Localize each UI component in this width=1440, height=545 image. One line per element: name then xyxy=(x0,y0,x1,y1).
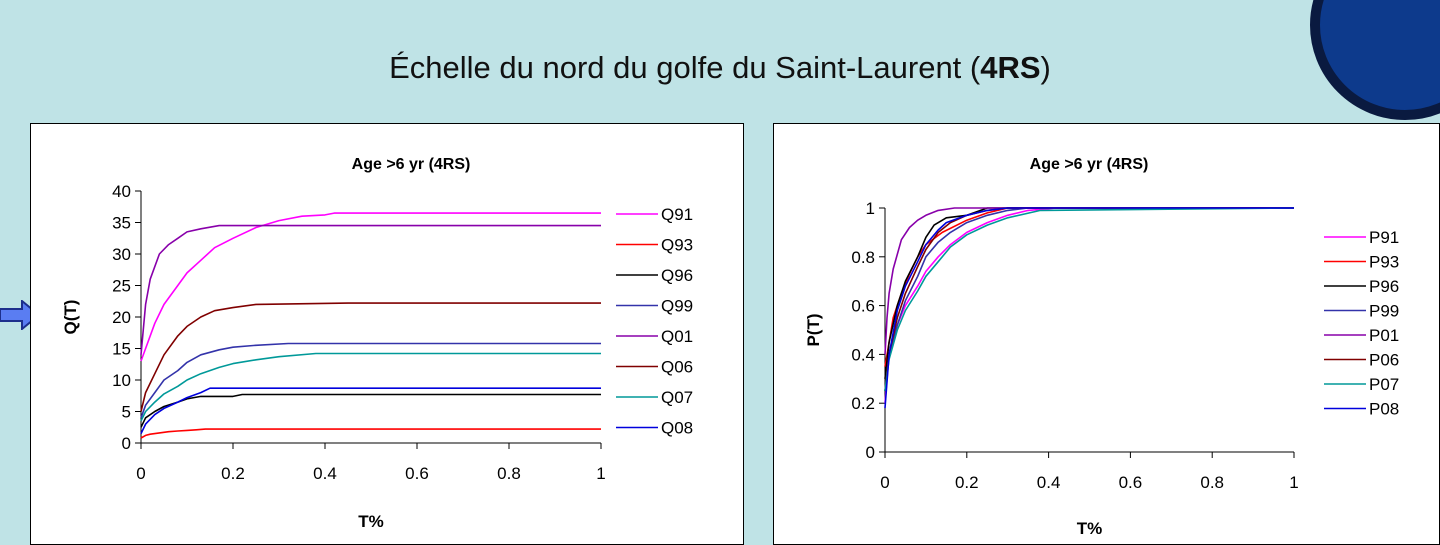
legend-label-q99: Q99 xyxy=(661,297,693,316)
series-line-p99 xyxy=(884,207,1294,392)
page-title-bold: 4RS xyxy=(980,50,1041,85)
chart-q: Age >6 yr (4RS) 0 5 10 15 20 25 30 35 40 0 0.2 0.4 0.… xyxy=(61,156,693,531)
y-tick-label: 0.2 xyxy=(851,394,875,413)
legend-label-p93: P93 xyxy=(1369,253,1399,272)
y-tick-label: 0.6 xyxy=(851,297,875,316)
legend-label-p07: P07 xyxy=(1369,375,1399,394)
legend-label-q08: Q08 xyxy=(661,419,693,438)
series-line-p01 xyxy=(884,207,1294,355)
x-tick-label: 0.2 xyxy=(955,473,979,492)
series-line-q06 xyxy=(140,302,601,412)
y-axis-label: P(T) xyxy=(804,313,823,346)
page-title-suffix: ) xyxy=(1040,50,1051,85)
x-tick-label: 0 xyxy=(136,464,145,483)
legend-label-q01: Q01 xyxy=(661,327,693,346)
series-line-q01 xyxy=(140,224,601,355)
y-tick-label: 20 xyxy=(112,308,131,327)
legend-label-p01: P01 xyxy=(1369,326,1399,345)
page-title: Échelle du nord du golfe du Saint-Lauren… xyxy=(0,50,1440,86)
legend-label-p96: P96 xyxy=(1369,277,1399,296)
x-tick-label: 1 xyxy=(596,464,605,483)
chart-title: Age >6 yr (4RS) xyxy=(1030,156,1149,173)
legend-label-q06: Q06 xyxy=(661,358,693,377)
y-tick-label: 35 xyxy=(112,214,131,233)
legend-label-q93: Q93 xyxy=(661,236,693,255)
legend-label-q07: Q07 xyxy=(661,388,693,407)
y-tick-label: 30 xyxy=(112,245,131,264)
y-tick-label: 40 xyxy=(112,182,131,201)
legend-label-q91: Q91 xyxy=(661,205,693,224)
x-tick-label: 0.2 xyxy=(221,464,245,483)
chart-title: Age >6 yr (4RS) xyxy=(352,156,471,173)
y-tick-label: 0 xyxy=(866,443,875,462)
x-tick-label: 1 xyxy=(1289,473,1298,492)
legend-label-p08: P08 xyxy=(1369,400,1399,419)
series-line-p07 xyxy=(884,207,1295,392)
legend-label-p91: P91 xyxy=(1369,228,1399,247)
y-tick-label: 0.8 xyxy=(851,248,875,267)
page-title-prefix: Échelle du nord du golfe du Saint-Lauren… xyxy=(389,50,981,85)
series-line-p96 xyxy=(884,207,1294,379)
chart-panel-left: Age >6 yr (4RS) 0 5 10 15 20 25 30 35 40 0 0.2 0.4 0.… xyxy=(30,123,744,545)
x-tick-label: 0.6 xyxy=(1119,473,1143,492)
x-tick-label: 0.4 xyxy=(1037,473,1061,492)
series-line-p91 xyxy=(884,207,1294,404)
y-tick-label: 0.4 xyxy=(851,345,875,364)
chart-p: Age >6 yr (4RS) 0 0.2 0.4 0.6 0.8 1 0 0.2 0.4 0.6 0… xyxy=(804,156,1399,538)
series-line-q07 xyxy=(140,352,601,422)
series-line-p93 xyxy=(884,207,1294,367)
y-tick-label: 1 xyxy=(866,199,875,218)
series-line-q96 xyxy=(140,393,601,428)
legend-label-p99: P99 xyxy=(1369,302,1399,321)
x-tick-label: 0 xyxy=(880,473,889,492)
series-line-q93 xyxy=(140,428,601,439)
chart-panel-right: Age >6 yr (4RS) 0 0.2 0.4 0.6 0.8 1 0 0.2 0.4 0.6 0… xyxy=(773,123,1440,545)
x-axis-label: T% xyxy=(358,512,384,531)
x-tick-label: 0.8 xyxy=(1200,473,1224,492)
legend-label-q96: Q96 xyxy=(661,266,693,285)
y-axis-label: Q(T) xyxy=(61,300,80,335)
y-tick-label: 25 xyxy=(112,277,131,296)
y-tick-label: 5 xyxy=(122,403,131,422)
series-line-q99 xyxy=(140,342,601,419)
x-tick-label: 0.4 xyxy=(313,464,337,483)
y-tick-label: 0 xyxy=(122,434,131,453)
x-tick-label: 0.8 xyxy=(497,464,521,483)
series-line-q08 xyxy=(140,387,601,434)
y-tick-label: 10 xyxy=(112,371,131,390)
series-line-q91 xyxy=(140,212,601,362)
legend-label-p06: P06 xyxy=(1369,351,1399,370)
y-tick-label: 15 xyxy=(112,340,131,359)
series-line-p08 xyxy=(884,207,1294,409)
x-tick-label: 0.6 xyxy=(405,464,429,483)
x-axis-label: T% xyxy=(1077,519,1103,538)
